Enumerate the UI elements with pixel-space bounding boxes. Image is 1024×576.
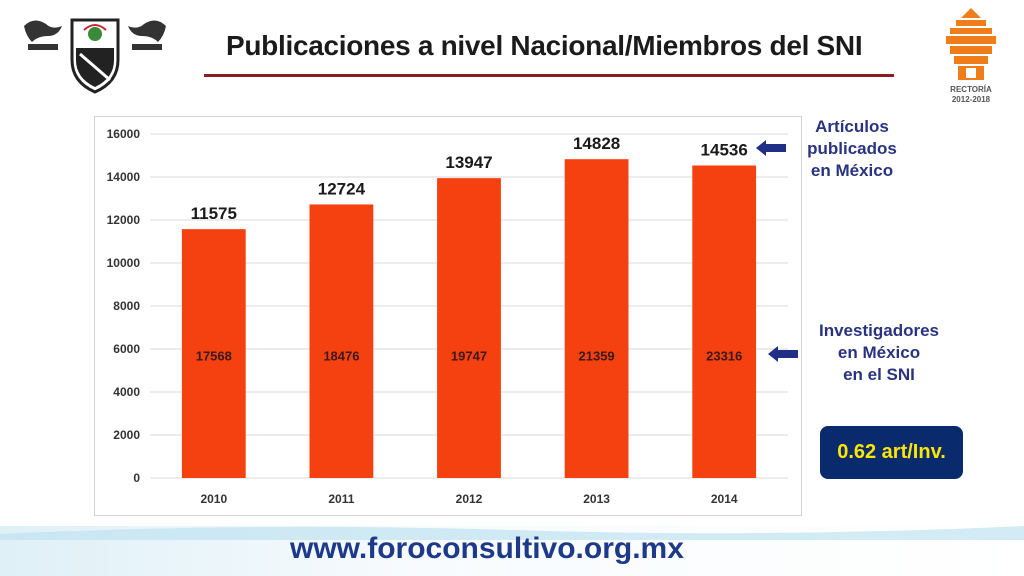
bar xyxy=(437,178,501,478)
bar-value-label: 12724 xyxy=(318,179,366,198)
bar-inner-label: 19747 xyxy=(451,348,487,363)
x-tick-label: 2014 xyxy=(711,492,738,506)
researchers-label-line1: Investigadores xyxy=(819,321,939,340)
bar xyxy=(692,165,757,478)
researchers-label-line2: en México xyxy=(837,343,921,362)
footer-url[interactable]: www.foroconsultivo.org.mx xyxy=(290,532,684,565)
y-tick-label: 2000 xyxy=(113,428,140,442)
bar xyxy=(181,229,246,478)
y-tick-label: 16000 xyxy=(107,127,141,141)
title-underline xyxy=(204,74,894,77)
researchers-label-line3: en el SNI xyxy=(843,365,915,384)
rectoria-text: RECTORÍA xyxy=(950,85,992,94)
rectoria-logo: RECTORÍA 2012-2018 xyxy=(946,8,996,104)
bar xyxy=(564,159,629,478)
footer-wave xyxy=(0,526,1024,540)
bar xyxy=(309,204,374,478)
ratio-badge: 0.62 art/Inv. xyxy=(820,426,963,479)
ratio-text: 0.62 art/Inv. xyxy=(837,441,946,463)
university-crest-logo xyxy=(24,18,166,94)
bar-value-label: 14536 xyxy=(701,140,748,159)
bar-inner-label: 23316 xyxy=(706,348,742,363)
y-tick-label: 14000 xyxy=(107,170,141,184)
bar-value-label: 13947 xyxy=(445,153,492,172)
page-title: Publicaciones a nivel Nacional/Miembros … xyxy=(226,30,863,61)
articles-label-line3: en México xyxy=(810,161,894,180)
researchers-arrow-icon xyxy=(768,346,798,362)
bar-inner-label: 17568 xyxy=(196,348,232,363)
researchers-label: Investigadores en México en el SNI xyxy=(808,320,950,386)
bar-inner-label: 18476 xyxy=(323,348,359,363)
y-tick-label: 4000 xyxy=(113,385,140,399)
x-tick-label: 2013 xyxy=(583,492,610,506)
bar-value-label: 11575 xyxy=(191,204,237,223)
articles-label-line2: publicados xyxy=(807,139,897,158)
y-tick-label: 8000 xyxy=(113,299,140,313)
y-tick-label: 12000 xyxy=(107,213,141,227)
y-tick-label: 6000 xyxy=(113,342,140,356)
articles-arrow-icon xyxy=(756,140,786,156)
rectoria-years: 2012-2018 xyxy=(952,95,991,104)
articles-label-line1: Artículos xyxy=(815,117,889,136)
y-tick-label: 0 xyxy=(133,471,140,485)
x-tick-label: 2011 xyxy=(328,492,354,506)
y-tick-label: 10000 xyxy=(107,256,141,270)
x-tick-label: 2010 xyxy=(200,492,227,506)
x-tick-label: 2012 xyxy=(456,492,483,506)
bar-value-label: 14828 xyxy=(573,134,620,153)
bar-inner-label: 21359 xyxy=(579,348,615,363)
articles-label: Artículos publicados en México xyxy=(800,116,904,182)
